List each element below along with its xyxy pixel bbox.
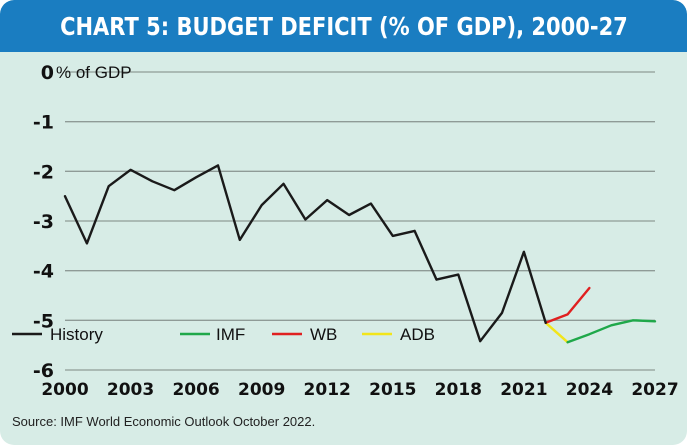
y-tick-label: -4 — [33, 261, 54, 283]
legend-label-history: History — [50, 325, 103, 344]
x-tick-label: 2009 — [238, 380, 285, 400]
x-tick-label: 2021 — [500, 380, 547, 400]
y-tick-label: -1 — [33, 112, 54, 134]
y-tick-label: -5 — [33, 310, 54, 332]
series-line-adb — [544, 321, 569, 344]
x-tick-label: 2006 — [172, 380, 219, 400]
y-tick-label: -6 — [33, 360, 54, 382]
series-line-imf — [566, 319, 657, 344]
x-tick-label: 2027 — [631, 380, 678, 400]
legend-label-imf: IMF — [216, 325, 245, 344]
y-tick-label: -2 — [33, 161, 54, 183]
chart-title: CHART 5: BUDGET DEFICIT (% OF GDP), 2000… — [59, 11, 628, 41]
series-line-history — [63, 164, 547, 343]
source-note: Source: IMF World Economic Outlook Octob… — [12, 414, 316, 429]
legend-label-wb: WB — [310, 325, 337, 344]
gridlines — [65, 71, 655, 371]
series-lines — [63, 164, 657, 344]
y-tick-label: 0 — [41, 62, 54, 84]
x-axis-ticks: 2000 2003 2006 2009 2012 2015 2018 2021 2024 2027 — [41, 380, 678, 400]
x-tick-label: 2012 — [304, 380, 351, 400]
title-bar: CHART 5: BUDGET DEFICIT (% OF GDP), 2000… — [0, 0, 687, 52]
x-tick-label: 2015 — [369, 380, 416, 400]
chart-plot: 0-1-2-3-4-5-6 2000 2003 2006 2009 2012 2015 20… — [12, 62, 679, 400]
series-line-wb — [544, 286, 591, 324]
x-tick-label: 2024 — [566, 380, 613, 400]
legend: History IMF WB ADB — [12, 325, 435, 344]
y-axis-unit-label: % of GDP — [56, 63, 132, 82]
y-tick-label: -3 — [33, 211, 54, 233]
x-tick-label: 2018 — [435, 380, 482, 400]
legend-label-adb: ADB — [400, 325, 435, 344]
x-tick-label: 2000 — [41, 380, 88, 400]
x-tick-label: 2003 — [107, 380, 154, 400]
y-axis-ticks: 0 -1 -2 -3 -4 -5 -6 — [33, 62, 54, 382]
